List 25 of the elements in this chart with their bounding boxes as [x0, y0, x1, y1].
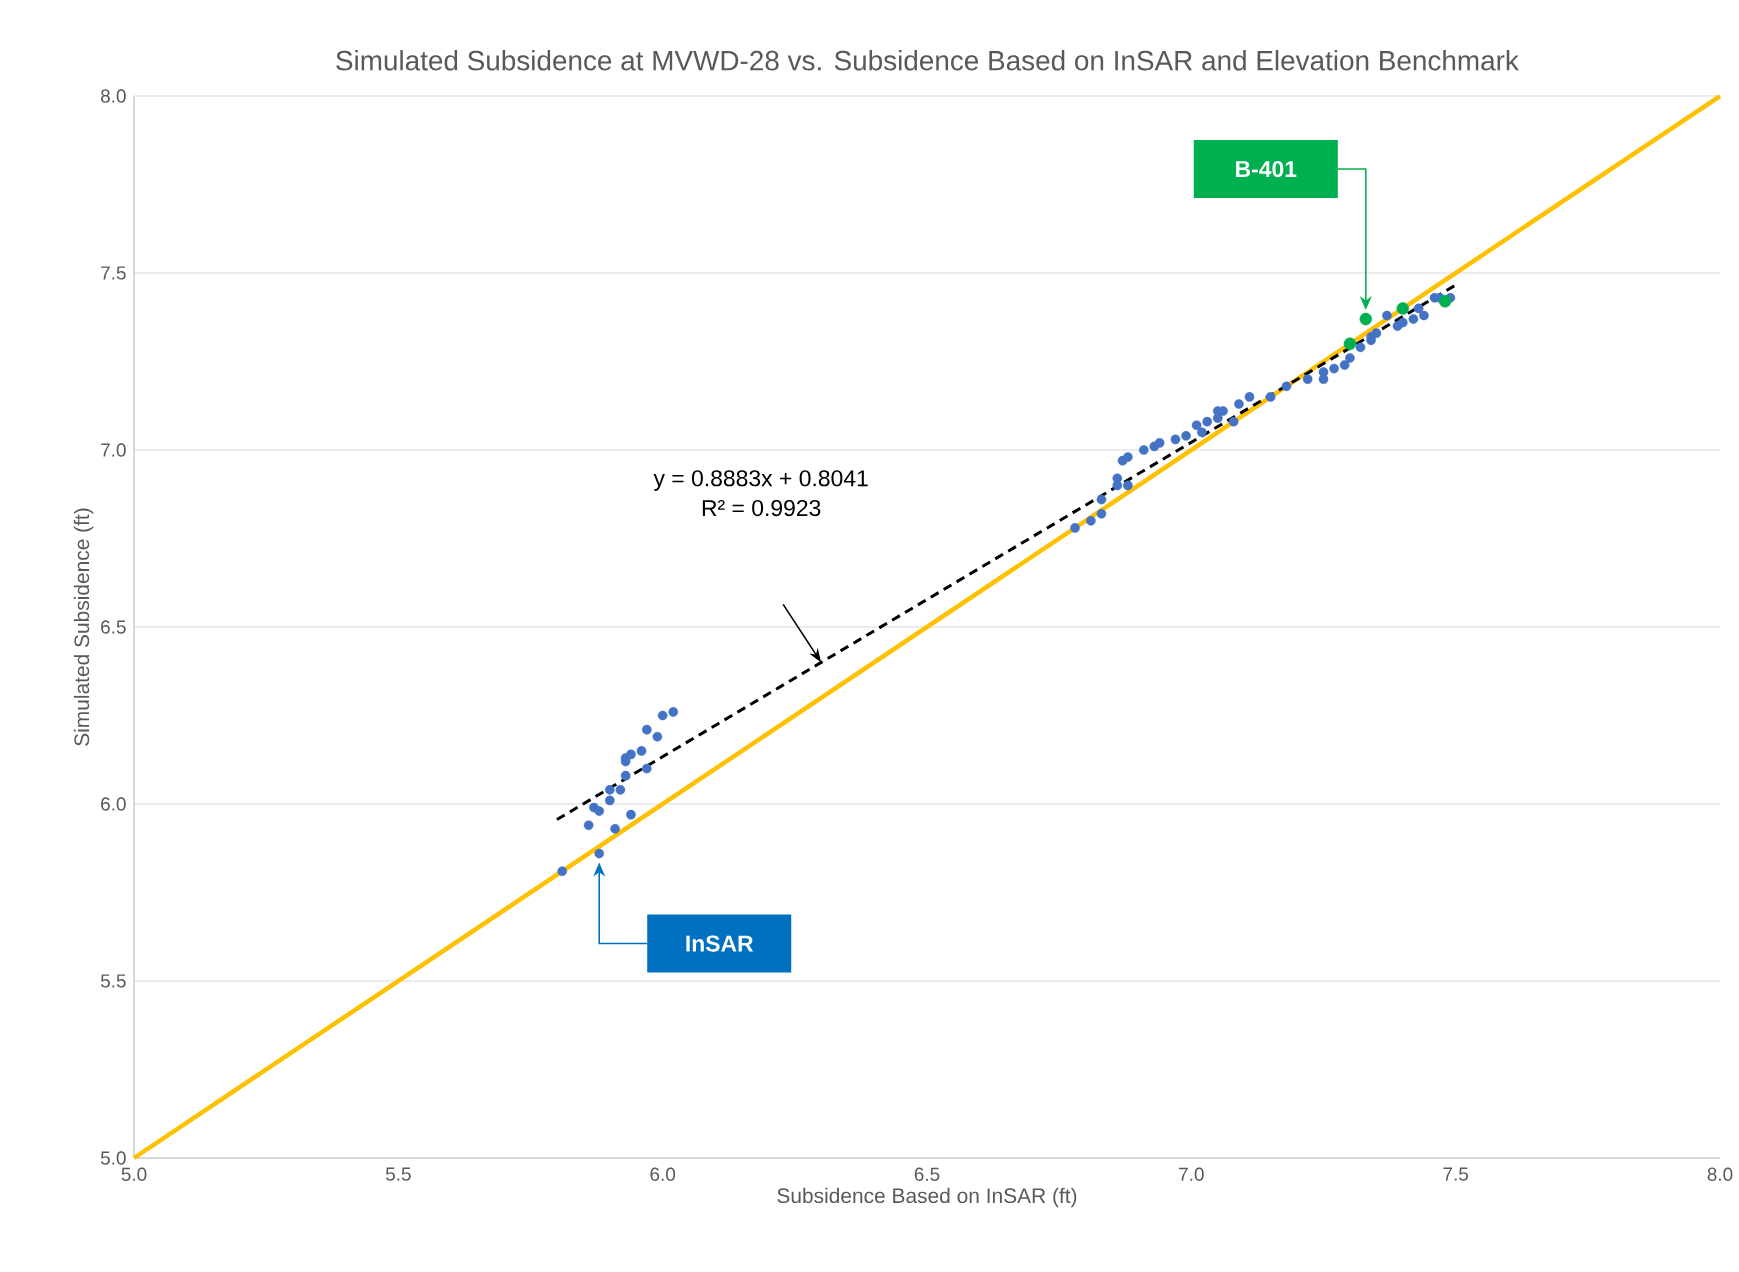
y-tick-label: 6.5 — [101, 620, 126, 634]
y-tick-label: 7.5 — [101, 266, 126, 280]
point — [1359, 312, 1372, 326]
y-tick-label: 7.0 — [101, 443, 126, 457]
x-axis-title: Subsidence Based on InSAR (ft) — [777, 1187, 1077, 1208]
chart-title: Simulated Subsidence at MVWD-28 vs. Subsidence Based on InSAR and Elevation Benchmark — [336, 50, 1519, 71]
x-tick-label: 7.0 — [1179, 1167, 1204, 1181]
x-tick-label: 5.0 — [121, 1167, 147, 1181]
y-axis-title: Simulated Subsidence (ft) — [73, 508, 94, 746]
x-tick-label: 7.5 — [1443, 1167, 1469, 1181]
annotation: y = 0.8883x + 0.8041 — [653, 470, 868, 491]
y-tick-label: 5.5 — [100, 974, 126, 988]
x-tick-label: 5.5 — [385, 1167, 411, 1181]
annotation: InSAR — [686, 935, 754, 952]
point — [1396, 302, 1409, 315]
y-tick-label: 8.0 — [101, 89, 126, 103]
y-tick-label: 6.0 — [101, 797, 126, 811]
point — [1343, 337, 1357, 351]
y-tick-label: 5.0 — [100, 1151, 126, 1165]
annotation: R² = 0.9923 — [702, 499, 821, 517]
x-tick-label: 6.5 — [914, 1167, 940, 1181]
x-tick-label: 8.0 — [1707, 1167, 1733, 1181]
annotation: B-401 — [1236, 160, 1297, 178]
x-tick-label: 6.0 — [650, 1167, 676, 1181]
point — [1438, 295, 1452, 308]
